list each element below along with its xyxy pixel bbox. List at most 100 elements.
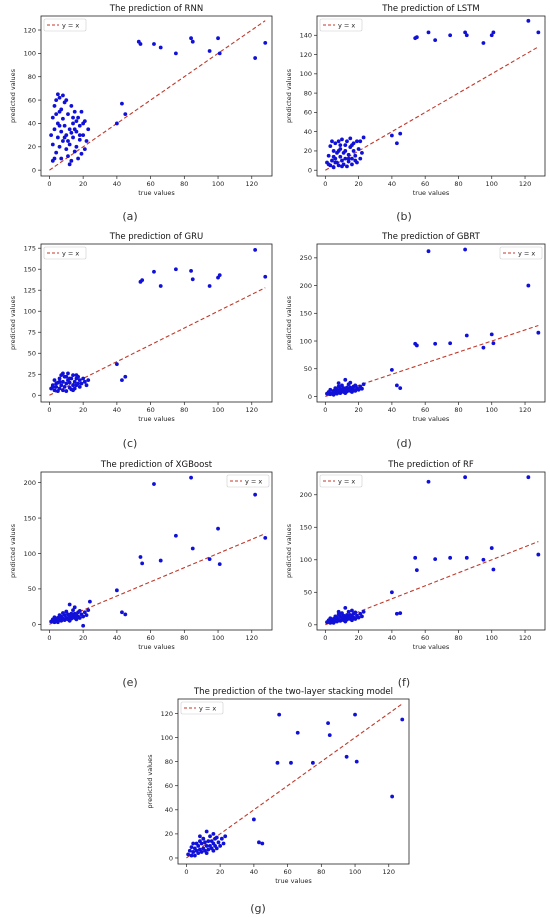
x-tick-label: 80 [454, 634, 462, 642]
scatter-point [71, 388, 75, 393]
caption-lstm: (b) [396, 210, 412, 223]
scatter-point [82, 379, 87, 384]
scatter-point [62, 135, 67, 140]
scatter-point [123, 612, 128, 617]
scatter-point [64, 374, 69, 379]
x-tick-label: 40 [388, 634, 396, 642]
scatter-point [414, 568, 419, 573]
scatter-point [340, 137, 344, 142]
x-tick-label: 60 [146, 406, 154, 414]
scatter-point [120, 378, 124, 383]
y-tick-label: 100 [24, 550, 36, 558]
panel-rf: The prediction of RF 0 20 40 60 80 100 120 0 50 10… [281, 458, 550, 656]
legend-label: y = x [62, 249, 79, 257]
panel-lstm: The prediction of LSTM 0 20 40 60 80 100 120 0 20… [281, 2, 550, 202]
scatter-point [69, 104, 74, 108]
scatter-point [360, 614, 364, 619]
scatter-point [67, 142, 72, 147]
plot-frame [40, 15, 273, 177]
scatter-point [251, 817, 256, 822]
y-tick-label: 125 [24, 287, 36, 295]
scatter-point [61, 116, 65, 121]
y-tick-label: 80 [28, 73, 36, 81]
x-tick-label: 40 [113, 634, 121, 642]
scatter-point [72, 127, 77, 132]
scatter-point [340, 158, 344, 163]
x-tick-label: 100 [486, 634, 498, 642]
scatter-point [77, 123, 82, 128]
scatter-point [198, 834, 202, 839]
scatter-point [356, 147, 361, 151]
panel-gru: The prediction of GRU 0 20 40 60 80 100 120 0 25 5… [5, 230, 277, 428]
y-tick-label: 0 [308, 393, 312, 401]
reference-line [49, 20, 266, 171]
scatter-point [57, 386, 62, 391]
scatter-point [57, 376, 62, 381]
scatter-point [295, 730, 300, 735]
scatter-point [52, 127, 57, 132]
scatter-point [61, 388, 65, 393]
scatter-point [81, 133, 86, 138]
scatter-point [348, 380, 353, 385]
scatter-point [190, 546, 195, 551]
scatter-point [536, 30, 541, 35]
panel-gbrt: The prediction of GBRT 0 20 40 60 80 100 120 0 50… [281, 230, 550, 428]
legend: y = x [319, 474, 363, 488]
scatter-point [71, 115, 75, 120]
scatter-point [201, 836, 206, 841]
scatter-point [491, 567, 496, 572]
panel-xgboost: The prediction of XGBoost 0 20 40 60 80 100 120… [5, 458, 277, 656]
scatter-point [331, 392, 336, 397]
scatter-point [353, 617, 358, 621]
y-tick-label: 40 [165, 806, 173, 814]
scatter-point [62, 384, 67, 389]
chart-title: The prediction of RF [387, 460, 474, 470]
x-tick-label: 0 [323, 180, 327, 188]
scatter-point [69, 158, 74, 163]
x-tick-label: 80 [180, 406, 188, 414]
scatter-point [67, 162, 72, 167]
scatter-point [190, 277, 195, 282]
chart-svg: The prediction of RF 0 20 40 60 80 100 120 0 50 10… [285, 460, 546, 651]
scatter-point [211, 831, 216, 836]
scatter-point [173, 267, 178, 272]
scatter-point [330, 139, 334, 144]
chart-title: The prediction of RNN [109, 4, 203, 14]
x-tick-label: 100 [212, 180, 224, 188]
plot-frame [40, 471, 273, 631]
x-tick-label: 0 [47, 406, 51, 414]
x-tick-label: 60 [421, 406, 429, 414]
y-axis-label: predicted values [285, 295, 293, 350]
x-axis-label: true values [275, 877, 312, 885]
scatter-point [216, 526, 220, 531]
y-tick-label: 60 [165, 782, 173, 790]
scatter-point [74, 373, 79, 378]
scatter-point [67, 376, 72, 381]
y-tick-label: 80 [304, 89, 312, 97]
scatter-point [84, 383, 89, 388]
scatter-point [221, 841, 226, 846]
scatter-point [72, 379, 77, 384]
x-tick-label: 0 [323, 406, 327, 414]
x-tick-label: 60 [146, 180, 154, 188]
scatter-point [61, 93, 65, 98]
scatter-point [426, 479, 431, 484]
scatter-point [74, 617, 79, 622]
x-tick-label: 60 [146, 634, 154, 642]
scatter-point [77, 137, 82, 142]
scatter-point [336, 381, 341, 386]
legend-label: y = x [62, 21, 79, 29]
scatter-point [114, 588, 119, 593]
scatter-point [326, 721, 330, 725]
scatter-point [72, 149, 77, 154]
scatter-point [82, 610, 87, 615]
legend-box [180, 701, 224, 715]
scatter-point [71, 135, 75, 140]
y-tick-label: 0 [32, 621, 36, 629]
scatter-point [81, 376, 86, 381]
scatter-point [71, 121, 75, 126]
scatter-point [343, 143, 348, 148]
scatter-point [414, 343, 419, 348]
x-tick-label: 120 [246, 634, 258, 642]
